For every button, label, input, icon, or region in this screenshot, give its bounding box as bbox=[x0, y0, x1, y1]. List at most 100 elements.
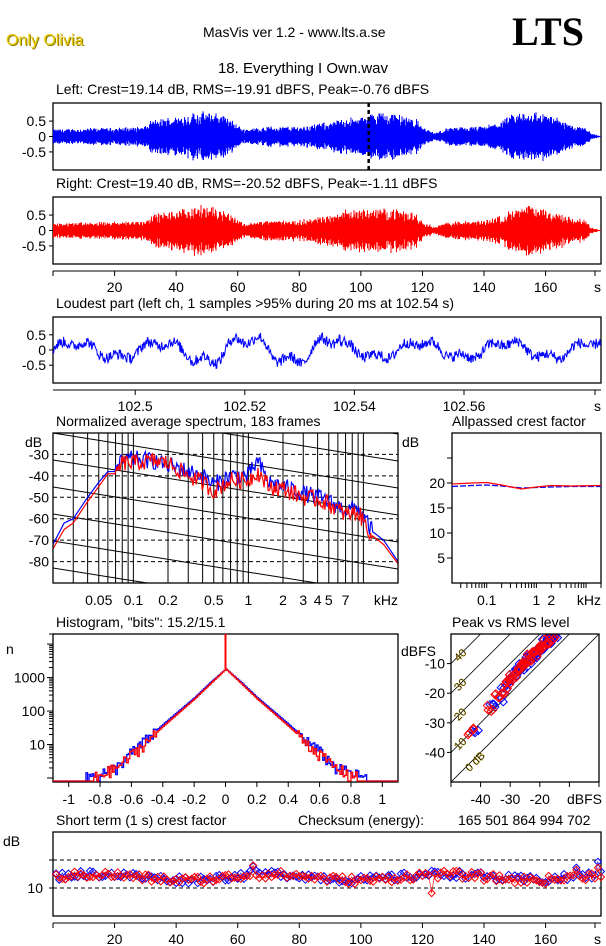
crest-point-right bbox=[147, 877, 156, 886]
crest-point-right bbox=[359, 873, 369, 882]
crest-point-right bbox=[202, 874, 212, 884]
loudest-part-xtick-label: 102.56 bbox=[443, 398, 486, 414]
crest-point-left bbox=[572, 863, 581, 872]
crest-point-right bbox=[584, 869, 593, 879]
peak-rms-point-left bbox=[473, 725, 483, 736]
crest-point-right bbox=[535, 877, 544, 887]
histogram-title: Histogram, "bits": 15.2/15.1 bbox=[56, 614, 226, 630]
peak-rms-point-right bbox=[548, 634, 559, 645]
spectrum-xtick-label: 0.5 bbox=[204, 592, 224, 608]
crest-point-right bbox=[353, 875, 362, 884]
allpass-xtick-label: 2 bbox=[547, 592, 555, 608]
spectrum-slope-line bbox=[53, 513, 398, 570]
right-waveform-xtick-label: 140 bbox=[472, 279, 496, 295]
allpass-ylabel: dB bbox=[402, 434, 419, 450]
peak-rms-crest-line bbox=[451, 634, 481, 665]
crest-point-right bbox=[489, 869, 498, 879]
crest-point-right bbox=[310, 875, 319, 884]
peak-rms-xlabel: dBFS bbox=[567, 791, 602, 807]
crest-xtick-label: 40 bbox=[168, 931, 184, 946]
crest-point-right bbox=[402, 870, 412, 879]
crest-point-right bbox=[134, 870, 144, 879]
crest-point-right bbox=[347, 872, 356, 881]
spectrum-ytick-label: -70 bbox=[29, 532, 49, 548]
app-title: MasVis ver 1.2 - www.lts.a.se bbox=[203, 24, 386, 40]
right-waveform-ytick-label: 0.5 bbox=[27, 207, 47, 223]
crest-point-right bbox=[473, 869, 483, 878]
crest-xtick-label: 80 bbox=[292, 931, 308, 946]
crest-point-right bbox=[270, 870, 279, 879]
crest-point-right bbox=[279, 870, 289, 880]
histogram-xtick-label: -0.6 bbox=[119, 791, 143, 807]
spectrum-xtick-label: 2 bbox=[279, 592, 287, 608]
allpass-xlabel: kHz bbox=[577, 592, 601, 608]
crest-point-right bbox=[581, 875, 590, 885]
crest-point-right bbox=[61, 875, 70, 884]
crest-point-right bbox=[119, 873, 129, 882]
crest-point-right bbox=[107, 872, 116, 882]
crest-point-left bbox=[319, 871, 329, 881]
peak-rms-ylabel: dBFS bbox=[401, 643, 436, 659]
peak-rms-point-right bbox=[522, 658, 532, 669]
histogram-ytick-label: 100 bbox=[22, 703, 46, 719]
peak-rms-frame bbox=[450, 633, 600, 783]
peak-rms-point-right bbox=[496, 688, 507, 698]
crest-point-right bbox=[436, 868, 446, 877]
crest-xtick-label: 120 bbox=[411, 931, 435, 946]
histogram-ytick-label: 10 bbox=[29, 737, 45, 753]
allpass-frame bbox=[451, 432, 602, 584]
right-waveform-trace-group bbox=[53, 205, 601, 256]
loudest-part-ytick-label: 0 bbox=[38, 342, 46, 358]
crest-point-right bbox=[504, 875, 513, 884]
crest-point-left bbox=[522, 873, 532, 883]
crest-point-right bbox=[547, 874, 556, 884]
peak-rms-point-right bbox=[482, 700, 493, 711]
histogram-series-left bbox=[53, 668, 398, 782]
crest-point-left bbox=[541, 877, 550, 887]
right-waveform-xtick-label: 40 bbox=[168, 279, 184, 295]
histogram-xtick-label: -0.4 bbox=[151, 791, 175, 807]
peak-rms-lines bbox=[451, 634, 599, 782]
crest-point-left bbox=[498, 875, 507, 885]
crest-point-right bbox=[64, 872, 73, 882]
spectrum-slope-line bbox=[53, 703, 398, 758]
peak-rms-ytick-label: -40 bbox=[425, 744, 445, 760]
crest-point-right bbox=[178, 874, 187, 883]
crest-point-left bbox=[276, 872, 286, 882]
crest-point-right bbox=[492, 876, 501, 886]
crest-point-right bbox=[208, 877, 218, 886]
allpass-ytick-label: 15 bbox=[429, 500, 445, 516]
crest-xtick-label: 140 bbox=[472, 931, 496, 946]
crest-point-right bbox=[122, 870, 132, 880]
left-waveform-ytick-label: 0.5 bbox=[27, 113, 47, 129]
crest-point-right bbox=[267, 872, 276, 882]
crest-point-right bbox=[193, 872, 202, 882]
peak-rms-xtick-label: -30 bbox=[500, 791, 520, 807]
crest-point-right bbox=[187, 874, 196, 884]
crest-point-right bbox=[455, 867, 464, 877]
spectrum-ytick-label: -80 bbox=[29, 554, 49, 570]
crest-point-left bbox=[384, 870, 393, 880]
crest-point-left bbox=[458, 869, 467, 878]
crest-point-right bbox=[587, 869, 596, 878]
crest-point-left bbox=[424, 871, 433, 880]
histogram-xtick-label: 0.8 bbox=[341, 791, 361, 807]
crest-point-right bbox=[141, 870, 150, 879]
right-waveform-xtick-label: 60 bbox=[230, 279, 246, 295]
crest-point-right bbox=[427, 888, 436, 898]
peak-rms-point-right bbox=[531, 646, 542, 657]
crest-point-right bbox=[516, 878, 526, 887]
crest-point-right bbox=[298, 871, 307, 881]
loudest-part-xtick-label: 102.54 bbox=[333, 398, 376, 414]
loudest-part-title: Loudest part (left ch, 1 samples >95% du… bbox=[56, 295, 455, 311]
spectrum-ytick-label: -50 bbox=[29, 489, 49, 505]
histogram-xtick-label: 0.2 bbox=[247, 791, 267, 807]
histogram-xtick-label: -0.2 bbox=[182, 791, 206, 807]
crest-point-right bbox=[230, 873, 239, 882]
crest-point-right bbox=[541, 879, 550, 888]
spectrum-series-right bbox=[53, 452, 398, 565]
crest-point-right bbox=[190, 872, 199, 882]
crest-point-right bbox=[70, 867, 79, 876]
artist-name: Only Olivia bbox=[6, 32, 84, 49]
crest-point-right bbox=[381, 875, 390, 884]
